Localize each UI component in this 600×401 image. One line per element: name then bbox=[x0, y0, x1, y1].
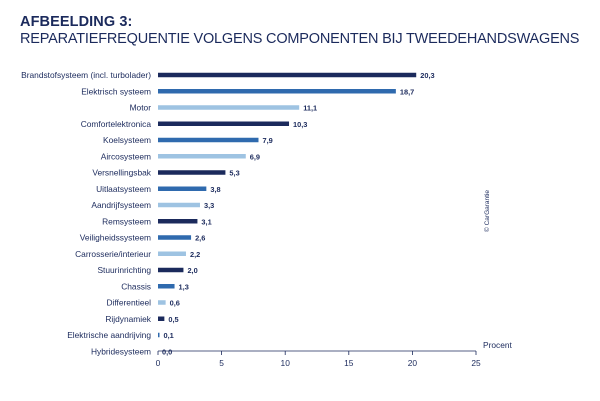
category-label: Comfortelektronica bbox=[81, 119, 152, 129]
category-label: Chassis bbox=[121, 281, 151, 291]
value-label: 2,2 bbox=[190, 250, 200, 259]
x-tick-label: 0 bbox=[156, 358, 161, 368]
category-label: Hybridesysteem bbox=[91, 346, 151, 356]
x-tick-label: 10 bbox=[281, 358, 291, 368]
value-label: 0,5 bbox=[168, 315, 178, 324]
bar bbox=[158, 89, 396, 94]
value-label: 18,7 bbox=[400, 87, 414, 96]
bar bbox=[158, 170, 226, 175]
category-label: Stuurinrichting bbox=[97, 265, 151, 275]
x-tick-label: 15 bbox=[344, 358, 354, 368]
category-label: Versnellingsbak bbox=[92, 168, 151, 178]
value-label: 11,1 bbox=[303, 104, 317, 113]
category-label: Remsysteem bbox=[102, 216, 151, 226]
category-label: Veiligheidssysteem bbox=[80, 233, 151, 243]
bar bbox=[158, 316, 165, 321]
copyright-note: © CarGarantie bbox=[484, 190, 491, 232]
x-axis-title: Procent bbox=[483, 340, 513, 350]
value-label: 0,1 bbox=[164, 331, 174, 340]
x-tick-label: 20 bbox=[408, 358, 418, 368]
category-label: Rijdynamiek bbox=[105, 314, 151, 324]
category-labels: Brandstofsysteem (incl. turbolader) Elekt… bbox=[21, 70, 152, 356]
chart-title: AFBEELDING 3: bbox=[20, 14, 133, 30]
value-label: 3,3 bbox=[204, 201, 214, 210]
value-label: 5,3 bbox=[229, 169, 239, 178]
bar bbox=[158, 267, 184, 273]
value-label: 6,9 bbox=[250, 152, 260, 161]
category-label: Differentieel bbox=[106, 298, 151, 308]
x-axis: 0 5 10 15 20 25 bbox=[156, 350, 481, 368]
bar bbox=[158, 284, 175, 289]
bars-group bbox=[158, 72, 417, 338]
chart-subtitle: REPARATIEFREQUENTIE VOLGENS COMPONENTEN … bbox=[20, 31, 580, 47]
value-label: 3,1 bbox=[201, 217, 211, 226]
bar bbox=[158, 72, 417, 78]
bar bbox=[158, 202, 200, 208]
bar bbox=[158, 186, 207, 191]
bar bbox=[158, 219, 198, 224]
value-label: 20,3 bbox=[420, 71, 434, 80]
bar bbox=[158, 235, 192, 240]
value-labels: 20,3 18,7 11,1 10,3 7,96,9 5,3 3,8 3,3 3,1 2,6 2,2… bbox=[162, 71, 435, 356]
x-tick-label: 5 bbox=[219, 358, 224, 368]
category-label: Elektrische aandrijving bbox=[67, 330, 151, 340]
value-label: 7,9 bbox=[262, 136, 272, 145]
category-label: Aircosysteem bbox=[101, 151, 151, 161]
x-tick-label: 25 bbox=[471, 358, 481, 368]
bar bbox=[158, 300, 166, 305]
category-label: Brandstofsysteem (incl. turbolader) bbox=[21, 70, 151, 80]
category-label: Uitlaatsysteem bbox=[96, 184, 151, 194]
value-label: 2,0 bbox=[187, 266, 197, 275]
bar bbox=[158, 154, 246, 159]
category-label: Aandrijfsysteem bbox=[91, 200, 151, 210]
category-label: Koelsysteem bbox=[103, 135, 151, 145]
value-label: 2,6 bbox=[195, 234, 205, 243]
category-label: Motor bbox=[130, 103, 152, 113]
bar bbox=[158, 251, 186, 256]
category-label: Elektrisch systeem bbox=[81, 86, 151, 96]
value-label: 10,3 bbox=[293, 120, 307, 129]
bar bbox=[158, 137, 259, 143]
bar bbox=[158, 332, 160, 338]
bar bbox=[158, 105, 300, 110]
value-label: 3,8 bbox=[210, 185, 220, 194]
category-label: Carrosserie/interieur bbox=[75, 249, 151, 259]
value-label: 0,6 bbox=[170, 299, 180, 308]
value-label: 1,3 bbox=[179, 282, 189, 291]
bar bbox=[158, 121, 290, 126]
value-label: 0,0 bbox=[162, 347, 172, 356]
